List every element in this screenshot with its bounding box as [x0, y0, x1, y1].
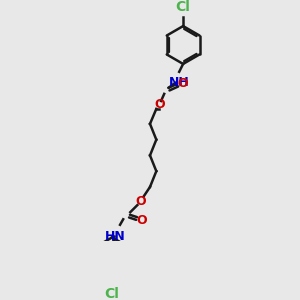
Text: O: O	[177, 77, 188, 90]
Text: O: O	[136, 214, 147, 227]
Text: HN: HN	[105, 230, 126, 242]
Text: NH: NH	[169, 76, 190, 89]
Text: O: O	[154, 98, 165, 111]
Text: Cl: Cl	[176, 0, 190, 14]
Text: O: O	[135, 195, 146, 208]
Text: Cl: Cl	[105, 287, 120, 300]
